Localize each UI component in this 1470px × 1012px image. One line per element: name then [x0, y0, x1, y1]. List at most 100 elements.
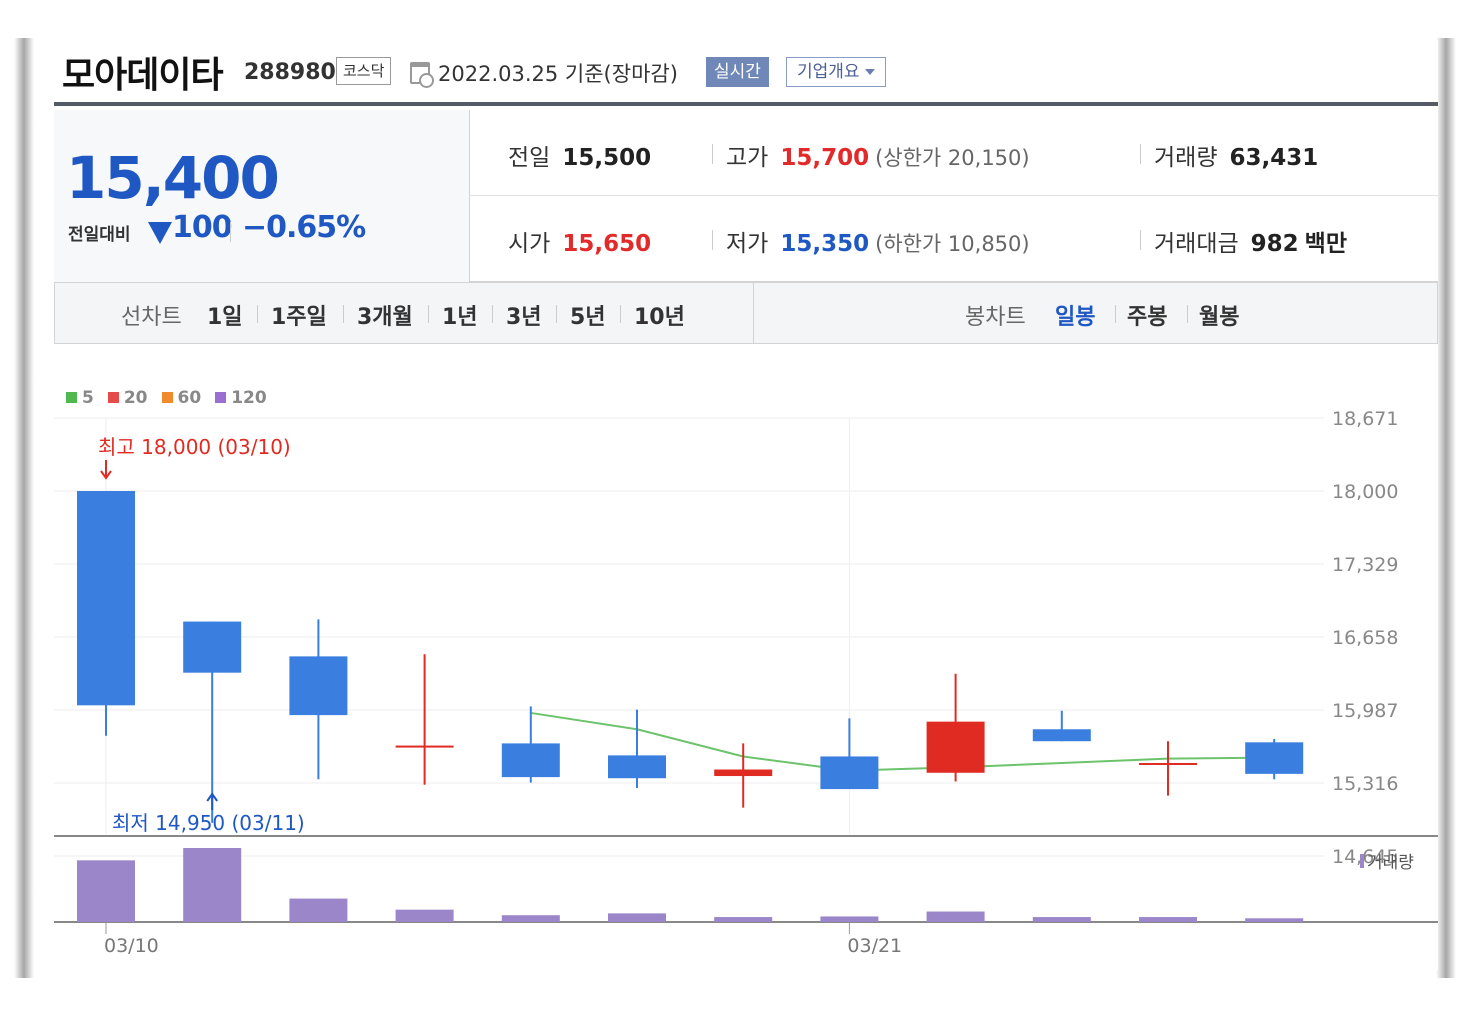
tab-1y[interactable]: 1년	[442, 305, 478, 330]
ma5-line	[530, 711, 1275, 772]
volume-bar	[714, 917, 773, 922]
stat-label: 저가	[726, 231, 769, 257]
divider	[712, 230, 713, 250]
y-tick-label: 15,987	[1332, 700, 1398, 722]
y-tick-label: 14,645	[1332, 846, 1398, 868]
tab-weekly[interactable]: 주봉	[1127, 305, 1168, 330]
y-tick-label: 17,329	[1332, 554, 1398, 576]
stat-value: 63,431	[1229, 145, 1319, 171]
candle-body	[1032, 729, 1091, 742]
frame-shadow-right	[1436, 38, 1456, 978]
legend-label: 5	[82, 388, 94, 408]
divider	[343, 305, 344, 323]
legend-item: 60	[161, 388, 201, 408]
stat-unit: 백만	[1304, 231, 1347, 257]
current-price: 15,400	[66, 144, 280, 212]
divider	[1115, 305, 1116, 323]
candle-body	[1245, 742, 1304, 774]
stock-name: 모아데이타	[62, 55, 224, 96]
candle-body	[926, 721, 985, 773]
stat-label: 고가	[726, 145, 769, 171]
volume-bar	[926, 911, 985, 922]
volume-bar	[289, 898, 348, 922]
calendar-clock-icon	[410, 62, 434, 88]
candle-body	[820, 756, 879, 790]
volume-bar	[820, 916, 879, 922]
tab-3m[interactable]: 3개월	[357, 305, 413, 330]
divider	[1140, 144, 1141, 164]
caret-down-icon	[864, 69, 875, 75]
lower-limit: (하한가 10,850)	[875, 232, 1030, 256]
candle-body	[714, 769, 773, 777]
stat-value: 15,650	[562, 231, 652, 257]
current-price-box: 15,400 전일대비 100 −0.65%	[54, 110, 470, 282]
company-overview-label: 기업개요	[797, 62, 860, 82]
stock-code: 288980	[244, 60, 336, 85]
legend-swatch	[161, 392, 173, 403]
trade-value-stat: 거래대금 982 백만	[1154, 224, 1347, 258]
tab-daily[interactable]: 일봉	[1055, 305, 1096, 330]
candle-body	[289, 656, 348, 716]
volume-bar	[183, 848, 242, 922]
frame-shadow-left	[14, 38, 34, 978]
tab-1w[interactable]: 1주일	[271, 305, 327, 330]
stat-label: 전일	[508, 145, 551, 171]
y-tick-label: 18,000	[1332, 481, 1398, 503]
stat-value: 15,350	[780, 231, 870, 257]
candle-body	[77, 491, 135, 706]
stat-label: 거래량	[1154, 145, 1218, 171]
tab-10y[interactable]: 10년	[634, 305, 685, 330]
legend-swatch	[107, 392, 119, 403]
chart-legend: 5 20 60 120	[66, 388, 281, 408]
stock-header: 모아데이타 288980 코스닥 2022.03.25 기준(장마감) 실시간 …	[54, 40, 1438, 106]
legend-label: 120	[231, 388, 267, 408]
x-tick-label: 03/10	[104, 935, 159, 957]
stat-label: 시가	[508, 231, 551, 257]
volume-bar	[395, 909, 454, 922]
change-percent: −0.65%	[242, 210, 366, 245]
price-stats: 전일 15,500 고가 15,700 (상한가 20,150) 거래량 63,431 …	[470, 110, 1438, 282]
volume-bar	[1245, 918, 1304, 922]
y-tick-label: 15,316	[1332, 773, 1398, 795]
legend-item: 5	[66, 388, 94, 408]
divider	[753, 283, 754, 343]
market-badge: 코스닥	[336, 57, 392, 85]
tab-monthly[interactable]: 월봉	[1199, 305, 1240, 330]
candle-body	[608, 755, 666, 779]
low-arrow-head	[206, 792, 219, 802]
volume-bar	[501, 915, 560, 922]
reference-date: 2022.03.25 기준(장마감)	[438, 62, 678, 86]
divider	[620, 305, 621, 323]
tab-3y[interactable]: 3년	[506, 305, 542, 330]
stat-value: 982	[1250, 231, 1299, 257]
company-overview-button[interactable]: 기업개요	[786, 57, 886, 87]
x-tick-label: 03/21	[847, 935, 902, 957]
upper-limit: (상한가 20,150)	[875, 146, 1030, 170]
legend-swatch	[215, 392, 227, 403]
stat-value: 15,500	[562, 145, 652, 171]
realtime-button[interactable]: 실시간	[706, 57, 769, 87]
stats-row: 시가 15,650 저가 15,350 (하한가 10,850) 거래대금 982 백만	[470, 196, 1438, 282]
divider	[712, 144, 713, 164]
price-summary: 15,400 전일대비 100 −0.65% 전일 15,500 고가 15,700…	[54, 110, 1438, 282]
down-triangle-icon	[148, 222, 172, 244]
divider	[230, 222, 231, 242]
divider	[1187, 305, 1188, 323]
divider	[492, 305, 493, 323]
y-tick-label: 18,671	[1332, 408, 1398, 430]
stock-panel: 모아데이타 288980 코스닥 2022.03.25 기준(장마감) 실시간 …	[54, 40, 1438, 970]
divider	[428, 305, 429, 323]
tab-5y[interactable]: 5년	[570, 305, 606, 330]
high-annotation: 최고 18,000 (03/10)	[98, 435, 291, 459]
tab-1d[interactable]: 1일	[207, 305, 243, 330]
candlestick-chart: 5 20 60 120 18,671 18,000 17,329 16,658 15,987 1…	[54, 344, 1438, 970]
volume-bar	[1139, 917, 1197, 922]
divider	[1140, 230, 1141, 250]
high-stat: 고가 15,700 (상한가 20,150)	[726, 138, 1030, 172]
period-tabs: 선차트 1일 1주일 3개월 1년 3년 5년 10년 봉차트 일봉 주봉 월봉	[54, 282, 1438, 344]
stat-label: 거래대금	[1154, 231, 1239, 257]
divider	[257, 305, 258, 323]
prev-close-stat: 전일 15,500	[508, 138, 651, 172]
stat-value: 15,700	[780, 145, 870, 171]
change-label: 전일대비	[68, 225, 131, 245]
